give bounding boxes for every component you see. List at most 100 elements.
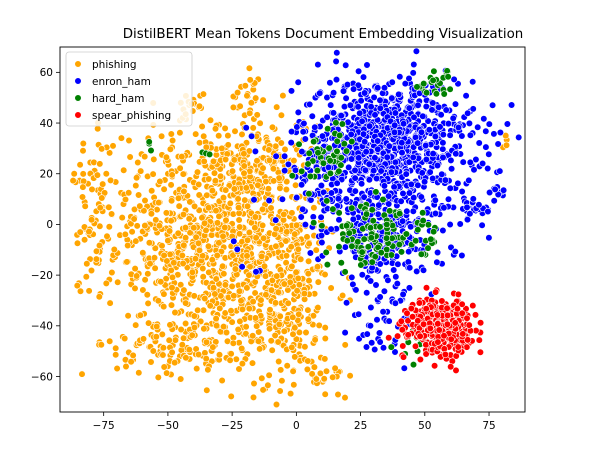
phishing-point bbox=[272, 400, 281, 409]
spear_phishing-point bbox=[452, 366, 460, 375]
phishing-point bbox=[141, 222, 149, 230]
phishing-point bbox=[249, 298, 257, 306]
phishing-point bbox=[98, 194, 106, 202]
hard_ham-point bbox=[362, 210, 371, 218]
phishing-point bbox=[151, 244, 159, 252]
enron_ham-point bbox=[490, 197, 498, 205]
hard_ham-point bbox=[337, 161, 345, 169]
phishing-point bbox=[206, 302, 214, 310]
phishing-point bbox=[253, 111, 261, 119]
phishing-point bbox=[502, 132, 510, 140]
enron_ham-point bbox=[333, 49, 341, 57]
enron_ham-point bbox=[398, 149, 406, 157]
enron_ham-point bbox=[470, 166, 478, 174]
phishing-point bbox=[221, 124, 229, 132]
phishing-point bbox=[220, 323, 228, 331]
hard_ham-point bbox=[338, 120, 347, 128]
phishing-point bbox=[149, 347, 157, 355]
enron_ham-point bbox=[496, 128, 505, 137]
enron_ham-point bbox=[395, 90, 403, 98]
phishing-point bbox=[200, 157, 208, 165]
phishing-point bbox=[240, 162, 248, 170]
phishing-point bbox=[218, 376, 226, 385]
enron_ham-point bbox=[392, 273, 400, 281]
y-tick-label: 20 bbox=[40, 169, 53, 181]
phishing-point bbox=[267, 337, 275, 345]
enron_ham-point bbox=[409, 153, 417, 161]
phishing-point bbox=[146, 260, 154, 268]
phishing-point bbox=[245, 228, 253, 237]
enron_ham-point bbox=[393, 280, 401, 288]
hard_ham-point bbox=[329, 205, 337, 213]
spear_phishing-point bbox=[422, 305, 430, 313]
phishing-point bbox=[176, 164, 184, 172]
phishing-point bbox=[171, 308, 179, 317]
phishing-point bbox=[251, 224, 259, 232]
phishing-point bbox=[164, 237, 172, 245]
enron_ham-point bbox=[370, 167, 378, 175]
hard_ham-point bbox=[414, 226, 422, 234]
enron_ham-point bbox=[444, 119, 453, 128]
phishing-point bbox=[234, 195, 242, 203]
hard_ham-point bbox=[337, 154, 345, 162]
phishing-point bbox=[224, 132, 232, 140]
hard_ham-point bbox=[427, 235, 435, 243]
phishing-point bbox=[229, 103, 237, 111]
enron_ham-point bbox=[431, 209, 440, 218]
enron_ham-point bbox=[376, 293, 384, 301]
hard_ham-point bbox=[367, 234, 375, 242]
phishing-point bbox=[154, 373, 162, 382]
phishing-point bbox=[341, 341, 349, 349]
spear_phishing-point bbox=[453, 305, 462, 313]
phishing-point bbox=[265, 156, 274, 164]
hard_ham-point bbox=[305, 190, 313, 198]
phishing-point bbox=[272, 225, 280, 233]
phishing-point bbox=[87, 266, 96, 275]
phishing-point bbox=[242, 184, 250, 192]
phishing-point bbox=[230, 292, 238, 300]
enron_ham-point bbox=[233, 245, 241, 253]
y-tick-label: 0 bbox=[46, 219, 53, 231]
phishing-point bbox=[211, 290, 219, 298]
phishing-point bbox=[158, 132, 166, 140]
phishing-point bbox=[243, 92, 251, 100]
enron_ham-point bbox=[359, 130, 368, 138]
x-axis: −75 −50 −25 0 25 50 75 bbox=[93, 412, 496, 432]
phishing-point bbox=[112, 351, 120, 359]
enron_ham-point bbox=[391, 299, 400, 307]
phishing-point bbox=[274, 338, 282, 346]
spear_phishing-point bbox=[443, 304, 451, 312]
phishing-point bbox=[222, 186, 230, 194]
phishing-point bbox=[292, 335, 301, 343]
enron_ham-point bbox=[508, 101, 516, 109]
hard_ham-point bbox=[348, 204, 356, 212]
enron_ham-point bbox=[376, 260, 384, 268]
spear_phishing-point bbox=[432, 288, 440, 296]
phishing-point bbox=[130, 215, 138, 223]
phishing-point bbox=[346, 372, 354, 380]
enron_ham-point bbox=[421, 178, 429, 186]
phishing-point bbox=[182, 299, 190, 307]
phishing-point bbox=[293, 221, 301, 229]
phishing-point bbox=[163, 369, 171, 377]
x-tick-label: 25 bbox=[354, 420, 367, 432]
phishing-point bbox=[148, 187, 156, 195]
phishing-point bbox=[245, 305, 253, 313]
phishing-point bbox=[83, 260, 91, 268]
phishing-point bbox=[275, 357, 283, 366]
enron_ham-point bbox=[238, 263, 246, 271]
spear_phishing-point bbox=[394, 332, 402, 340]
phishing-point bbox=[238, 305, 247, 314]
hard_ham-point bbox=[389, 221, 397, 230]
phishing-point bbox=[199, 252, 207, 260]
phishing-point bbox=[160, 363, 168, 371]
phishing-point bbox=[277, 139, 285, 147]
spear_phishing-point bbox=[435, 326, 443, 334]
phishing-point bbox=[302, 328, 310, 337]
phishing-point bbox=[213, 251, 221, 260]
phishing-point bbox=[202, 226, 210, 234]
phishing-point bbox=[294, 245, 302, 253]
phishing-point bbox=[222, 328, 231, 337]
phishing-point bbox=[321, 270, 329, 279]
spear_phishing-point bbox=[422, 284, 431, 292]
